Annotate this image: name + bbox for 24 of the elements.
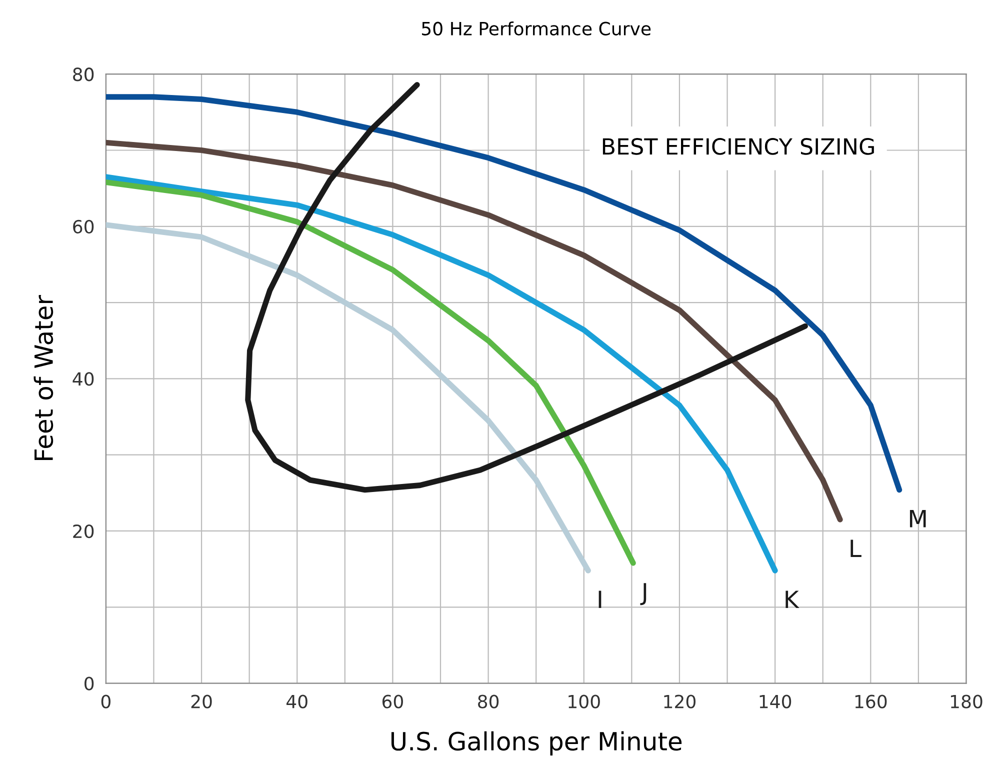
series-label: K [786,590,800,608]
x-tick-label: 140 [760,694,792,708]
x-tick-label: 40 [286,694,308,708]
x-tick-label: 60 [382,694,403,708]
x-tick-label: 80 [478,694,499,708]
y-axis-title: Feet of Water [34,294,54,460]
x-tick-label: 0 [101,694,110,708]
x-tick-label: 20 [191,694,212,708]
series-label: M [910,510,926,528]
annotation: BEST EFFICIENCY SIZING [602,138,874,155]
x-tick-label: 120 [664,694,696,708]
series-label: L [850,540,862,557]
x-tick-label: 160 [855,694,887,708]
series-label: J [640,583,646,606]
y-tick-label: 20 [73,524,94,538]
y-tick-label: 60 [73,220,94,234]
chart-title: 50 Hz Performance Curve [422,21,651,36]
x-axis-title: U.S. Gallons per Minute [391,731,682,756]
series-label: I [598,590,602,608]
y-tick-label: 40 [72,372,94,386]
x-tick-label: 100 [568,694,600,708]
y-tick-label: 80 [73,68,94,82]
y-tick-label: 0 [84,676,94,690]
x-tick-label: 180 [950,694,982,708]
